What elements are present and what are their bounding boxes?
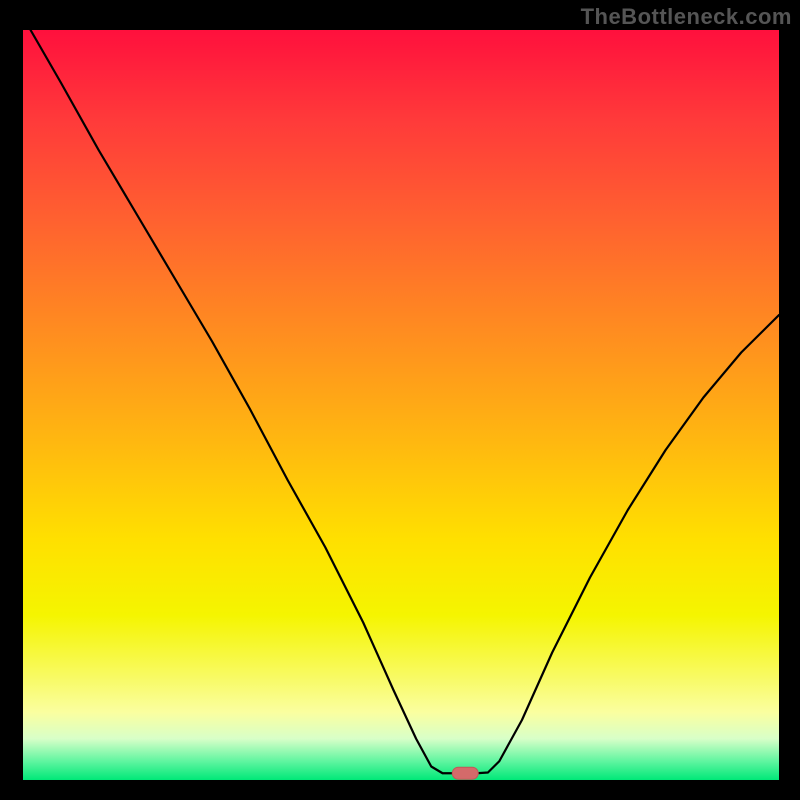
watermark-text: TheBottleneck.com (581, 4, 792, 30)
chart-container: TheBottleneck.com (0, 0, 800, 800)
bottleneck-chart (0, 0, 800, 800)
gradient-plot-area (23, 30, 779, 780)
optimal-point-marker (452, 767, 478, 779)
